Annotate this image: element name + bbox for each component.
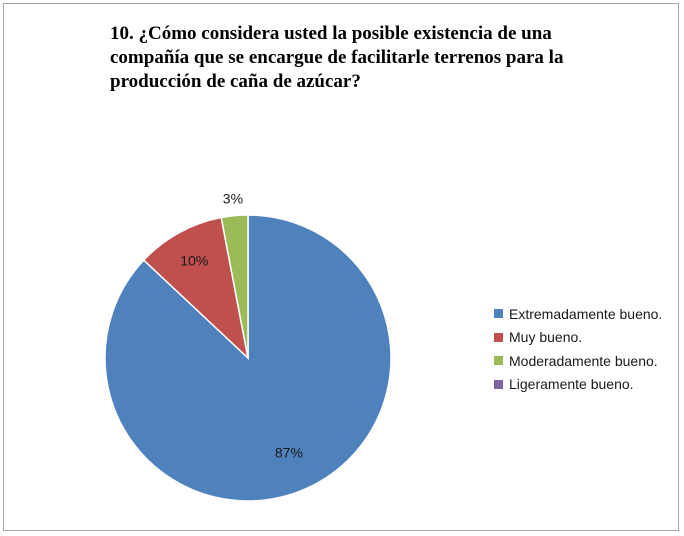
data-label-1: 10%	[180, 252, 208, 268]
data-label-2: 3%	[223, 191, 243, 207]
chart-title: 10. ¿Cómo considera usted la posible exi…	[110, 23, 564, 92]
legend-swatch-3	[494, 379, 503, 389]
legend-item-1: Muy bueno.	[494, 326, 662, 350]
legend-swatch-0	[494, 309, 503, 319]
legend-label-1: Muy bueno.	[509, 329, 583, 346]
data-label-0: 87%	[275, 445, 303, 461]
legend: Extremadamente bueno. Muy bueno. Moderadam…	[494, 302, 662, 396]
legend-label-3: Ligeramente bueno.	[509, 376, 634, 393]
legend-item-0: Extremadamente bueno.	[494, 302, 662, 326]
legend-swatch-1	[494, 332, 503, 342]
legend-item-3: Ligeramente bueno.	[494, 373, 662, 397]
legend-label-2: Moderadamente bueno.	[509, 352, 658, 369]
pie-slice-2	[220, 214, 249, 359]
legend-swatch-2	[494, 356, 503, 366]
legend-item-2: Moderadamente bueno.	[494, 349, 662, 373]
pie-slice-1	[142, 216, 250, 361]
legend-label-0: Extremadamente bueno.	[509, 305, 663, 322]
pie-slice-0	[104, 214, 392, 502]
